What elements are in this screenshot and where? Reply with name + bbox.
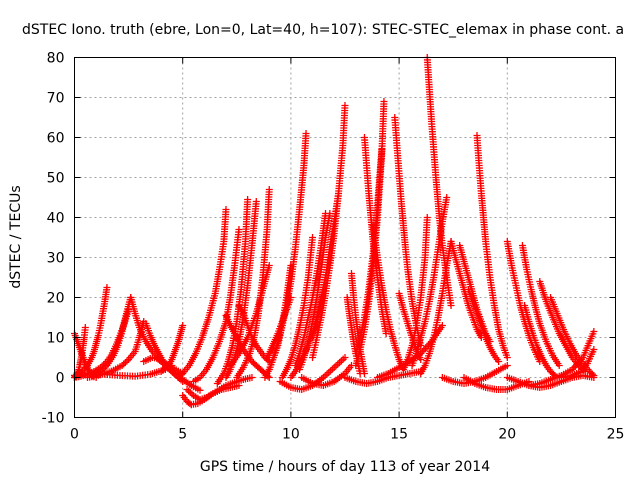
data-marks — [71, 54, 598, 409]
data-point — [549, 370, 557, 378]
data-point — [100, 365, 108, 372]
data-point — [503, 362, 511, 369]
data-point — [159, 359, 167, 367]
data-point — [302, 130, 310, 137]
data-point — [417, 356, 425, 363]
series-44 — [408, 194, 451, 369]
data-point — [590, 346, 598, 353]
axis-ticks — [74, 57, 616, 418]
data-point — [438, 322, 446, 329]
series-10 — [157, 322, 187, 375]
series-28 — [291, 210, 330, 369]
data-point — [555, 362, 563, 369]
x-tick-label: 15 — [390, 427, 408, 443]
series-53 — [518, 242, 563, 369]
data-point — [167, 367, 175, 374]
x-tick-label: 20 — [498, 427, 516, 443]
data-point — [503, 354, 511, 361]
data-point — [380, 98, 388, 105]
data-point — [121, 359, 129, 366]
series-4 — [88, 294, 135, 379]
y-tick-label: 60 — [47, 131, 65, 147]
series-45 — [417, 238, 455, 377]
data-point — [356, 370, 364, 377]
series-59 — [557, 346, 598, 381]
y-tick-label: 30 — [47, 251, 65, 267]
y-tick-label: 20 — [47, 291, 65, 307]
x-tick-label: 25 — [607, 427, 625, 443]
data-point — [309, 234, 317, 241]
y-tick-label: -10 — [42, 411, 65, 427]
series-18 — [226, 262, 273, 369]
series-52 — [503, 238, 544, 365]
data-point — [123, 357, 131, 365]
data-point — [335, 190, 343, 197]
series-46 — [447, 238, 485, 341]
data-point — [590, 328, 598, 335]
tick-labels: -10 0 10 20 30 40 50 60 70 80 0 5 10 15 20 25 — [42, 51, 625, 443]
y-tick-label: 70 — [47, 91, 65, 107]
series-20 — [222, 312, 273, 381]
data-point — [341, 102, 349, 109]
series-29 — [287, 254, 334, 381]
data-point — [196, 386, 204, 394]
data-point — [443, 194, 451, 201]
x-tick-label: 5 — [178, 427, 187, 443]
series-48 — [473, 132, 511, 361]
series-42 — [423, 54, 455, 309]
data-point — [590, 374, 598, 381]
series-23 — [263, 294, 295, 361]
data-point — [125, 356, 133, 363]
data-point — [495, 358, 503, 365]
data-point — [252, 198, 260, 205]
y-tick-label: 80 — [47, 51, 65, 67]
data-point — [157, 368, 165, 375]
data-point — [341, 354, 349, 361]
y-tick-label: 10 — [47, 331, 65, 347]
y-tick-label: 0 — [56, 371, 65, 387]
data-point — [265, 186, 273, 193]
data-point — [188, 390, 196, 398]
series-7 — [71, 362, 176, 380]
series-43 — [399, 214, 431, 373]
data-point — [186, 389, 194, 396]
data-point — [244, 196, 252, 203]
series-37 — [369, 222, 407, 373]
y-axis-label: dSTEC / TECUs — [8, 185, 24, 288]
data-point — [183, 386, 191, 393]
data-point — [423, 214, 431, 221]
series-49 — [464, 286, 503, 365]
series-24 — [278, 234, 317, 381]
data-point — [222, 206, 230, 213]
data-point — [226, 362, 234, 369]
y-tick-label: 50 — [47, 171, 65, 187]
data-point — [235, 226, 243, 233]
series-22 — [265, 130, 310, 373]
data-point — [248, 374, 256, 381]
series-19 — [235, 302, 273, 365]
series-12 — [183, 374, 256, 403]
series-13 — [174, 206, 230, 381]
x-tick-label: 0 — [70, 427, 79, 443]
data-point — [157, 358, 165, 365]
data-point — [287, 374, 295, 381]
chart-title: dSTEC Iono. truth (ebre, Lon=0, Lat=40, … — [22, 22, 624, 38]
x-tick-label: 10 — [282, 427, 300, 443]
x-axis-label: GPS time / hours of day 113 of year 2014 — [200, 459, 490, 475]
series-31 — [298, 362, 355, 389]
data-point — [263, 354, 271, 361]
plot-frame — [74, 57, 616, 418]
data-point — [185, 387, 193, 395]
y-tick-label: 40 — [47, 211, 65, 227]
data-point — [177, 371, 185, 379]
data-point — [120, 360, 128, 368]
data-point — [159, 366, 167, 374]
data-point — [447, 302, 455, 309]
series-40 — [341, 368, 425, 387]
